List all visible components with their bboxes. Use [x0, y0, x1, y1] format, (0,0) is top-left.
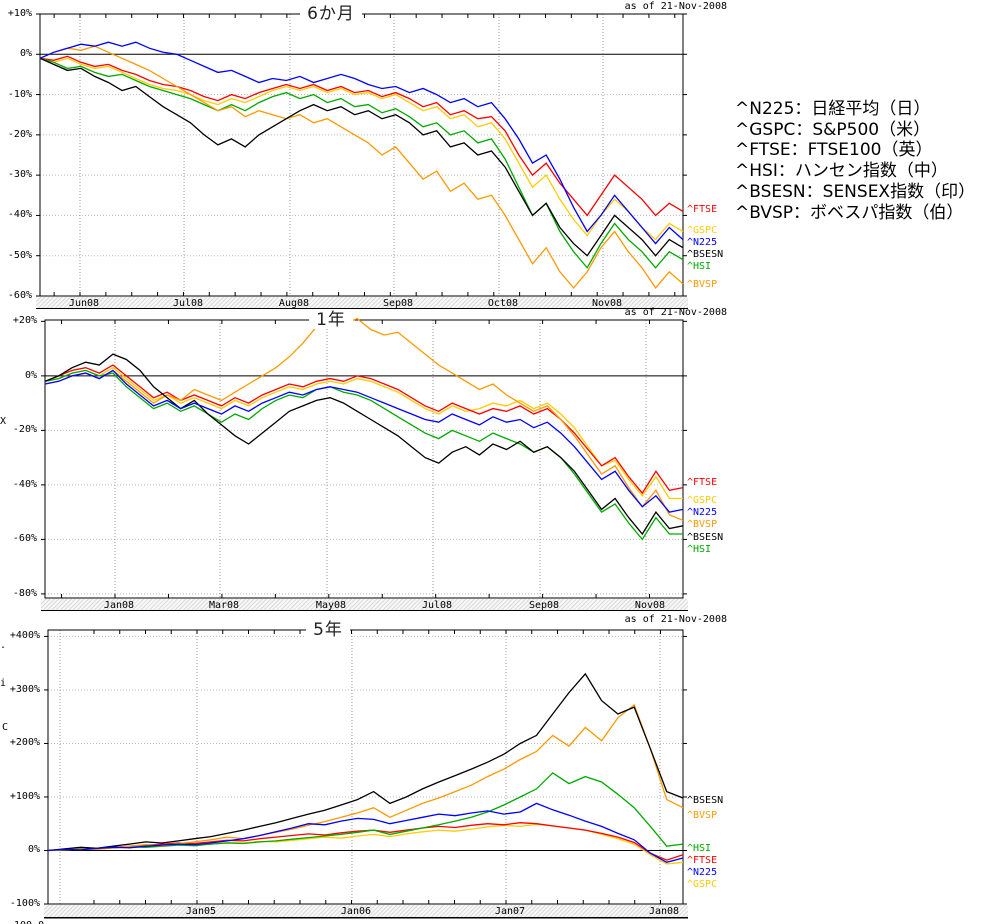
- series-line-bvsp: [39, 45, 684, 289]
- series-label-n225: ^N225: [687, 236, 718, 248]
- series-line-hsi: [47, 772, 684, 852]
- legend-line-gspc: ^GSPC：S&P500（米）: [735, 119, 931, 140]
- y-axis-label: -20%: [12, 424, 37, 436]
- legend-line-n225: ^N225：日経平均（日）: [735, 99, 931, 119]
- series-label-ftse: ^FTSE: [687, 477, 718, 489]
- series-label-bvsp: ^BVSP: [687, 278, 718, 290]
- y-axis-label: +100%: [9, 790, 40, 802]
- series-label-n225: ^N225: [687, 507, 718, 519]
- y-axis-label: -60%: [12, 533, 37, 545]
- index-legend: ^N225：日経平均（日） ^GSPC：S&P500（米） ^FTSE：FTSE…: [735, 99, 975, 223]
- x-axis-label: Nov08: [634, 600, 666, 611]
- y-axis-label: -40%: [12, 478, 37, 490]
- y-axis-label: -40%: [7, 209, 32, 221]
- y-axis-label: 0%: [24, 369, 37, 381]
- y-axis-label: -20%: [7, 128, 32, 140]
- series-label-ftse: ^FTSE: [687, 204, 718, 216]
- series-line-gspc: [39, 57, 684, 241]
- legend-line-bsesn: ^BSESN：SENSEX指数（印）: [735, 181, 976, 202]
- y-axis-label: -10%: [7, 88, 32, 100]
- y-axis-label: 0%: [27, 844, 40, 856]
- y-axis-label: +400%: [9, 630, 40, 642]
- y-axis-label: -50%: [7, 249, 32, 261]
- chart-title-6month: 6か月: [300, 5, 362, 23]
- plot-border: [44, 319, 684, 599]
- series-line-bsesn: [39, 57, 684, 257]
- as-of-label-1year: as of 21-Nov-2008: [624, 307, 727, 318]
- series-label-gspc: ^GSPC: [687, 224, 718, 236]
- series-line-bvsp: [44, 315, 684, 521]
- series-label-bvsp: ^BVSP: [687, 809, 718, 821]
- y-axis-label: +300%: [9, 683, 40, 695]
- series-line-bsesn: [47, 672, 684, 852]
- series-label-hsi: ^HSI: [687, 260, 712, 272]
- x-axis-label: Oct08: [487, 298, 519, 309]
- series-line-hsi: [44, 369, 683, 541]
- series-label-bsesn: ^BSESN: [687, 794, 724, 806]
- clipped-text-fragment: 100.0: [14, 920, 44, 924]
- series-line-ftse: [39, 55, 684, 217]
- chart-title-5year: 5年: [306, 621, 350, 639]
- series-line-ftse: [47, 822, 684, 861]
- x-axis-label: May08: [315, 600, 347, 611]
- y-axis-label: +20%: [12, 315, 37, 327]
- series-line-bsesn: [44, 353, 684, 536]
- legend-line-ftse: ^FTSE：FTSE100（英）: [735, 140, 933, 161]
- as-of-label-5year: as of 21-Nov-2008: [624, 614, 727, 625]
- x-axis-label: Sep08: [528, 600, 560, 611]
- series-label-ftse: ^FTSE: [687, 855, 718, 867]
- clipped-text-fragment: .: [0, 640, 7, 651]
- y-axis-label: -60%: [7, 290, 32, 301]
- series-label-hsi: ^HSI: [687, 543, 712, 555]
- legend-line-hsi: ^HSI：ハンセン指数（中）: [735, 161, 948, 182]
- series-label-bsesn: ^BSESN: [687, 531, 724, 543]
- x-axis-label: Mar08: [208, 600, 240, 611]
- x-axis-label: Jul08: [421, 600, 453, 611]
- y-axis-label: -100%: [9, 898, 40, 909]
- series-label-bvsp: ^BVSP: [687, 519, 718, 531]
- series-label-gspc: ^GSPC: [687, 494, 718, 506]
- as-of-label-6month: as of 21-Nov-2008: [624, 1, 727, 12]
- y-axis-label: +10%: [7, 8, 32, 19]
- series-line-n225: [44, 369, 684, 513]
- x-axis-label: Jan08: [103, 600, 135, 611]
- series-line-hsi: [39, 57, 684, 269]
- y-axis-label: -80%: [12, 587, 37, 599]
- chart-title-1year: 1年: [309, 311, 353, 329]
- series-line-n225: [39, 41, 684, 245]
- x-axis-label: Aug08: [278, 298, 310, 309]
- x-axis-label: Nov08: [591, 298, 623, 309]
- x-axis-label: Jan08: [648, 906, 680, 917]
- x-axis-label: Jan06: [340, 906, 372, 917]
- x-axis-label: Jul08: [172, 298, 204, 309]
- x-axis-label: Jan07: [494, 906, 526, 917]
- x-axis-band-1year: [41, 599, 688, 611]
- series-label-gspc: ^GSPC: [687, 879, 718, 891]
- y-axis-label: +200%: [9, 737, 40, 749]
- legend-line-bvsp: ^BVSP：ボベスパ指数（伯）: [735, 202, 964, 223]
- series-line-n225: [47, 802, 684, 863]
- plot-border: [39, 13, 684, 297]
- x-axis-label: Jun08: [68, 298, 100, 309]
- series-label-bsesn: ^BSESN: [687, 248, 724, 260]
- series-line-ftse: [44, 364, 684, 495]
- series-label-n225: ^N225: [687, 866, 718, 878]
- x-axis-band-6month: [36, 297, 688, 309]
- y-axis-label: 0%: [19, 48, 32, 60]
- plot-border: [47, 629, 684, 905]
- x-axis-label: Sep08: [382, 298, 414, 309]
- series-label-hsi: ^HSI: [687, 842, 712, 854]
- x-axis-band-5year: [44, 905, 688, 918]
- series-line-gspc: [44, 366, 683, 500]
- clipped-text-fragment: C: [2, 722, 9, 733]
- y-axis-label: -30%: [7, 169, 32, 181]
- clipped-text-fragment: i: [0, 678, 7, 689]
- clipped-text-fragment: X: [0, 416, 7, 427]
- x-axis-label: Jan05: [185, 906, 217, 917]
